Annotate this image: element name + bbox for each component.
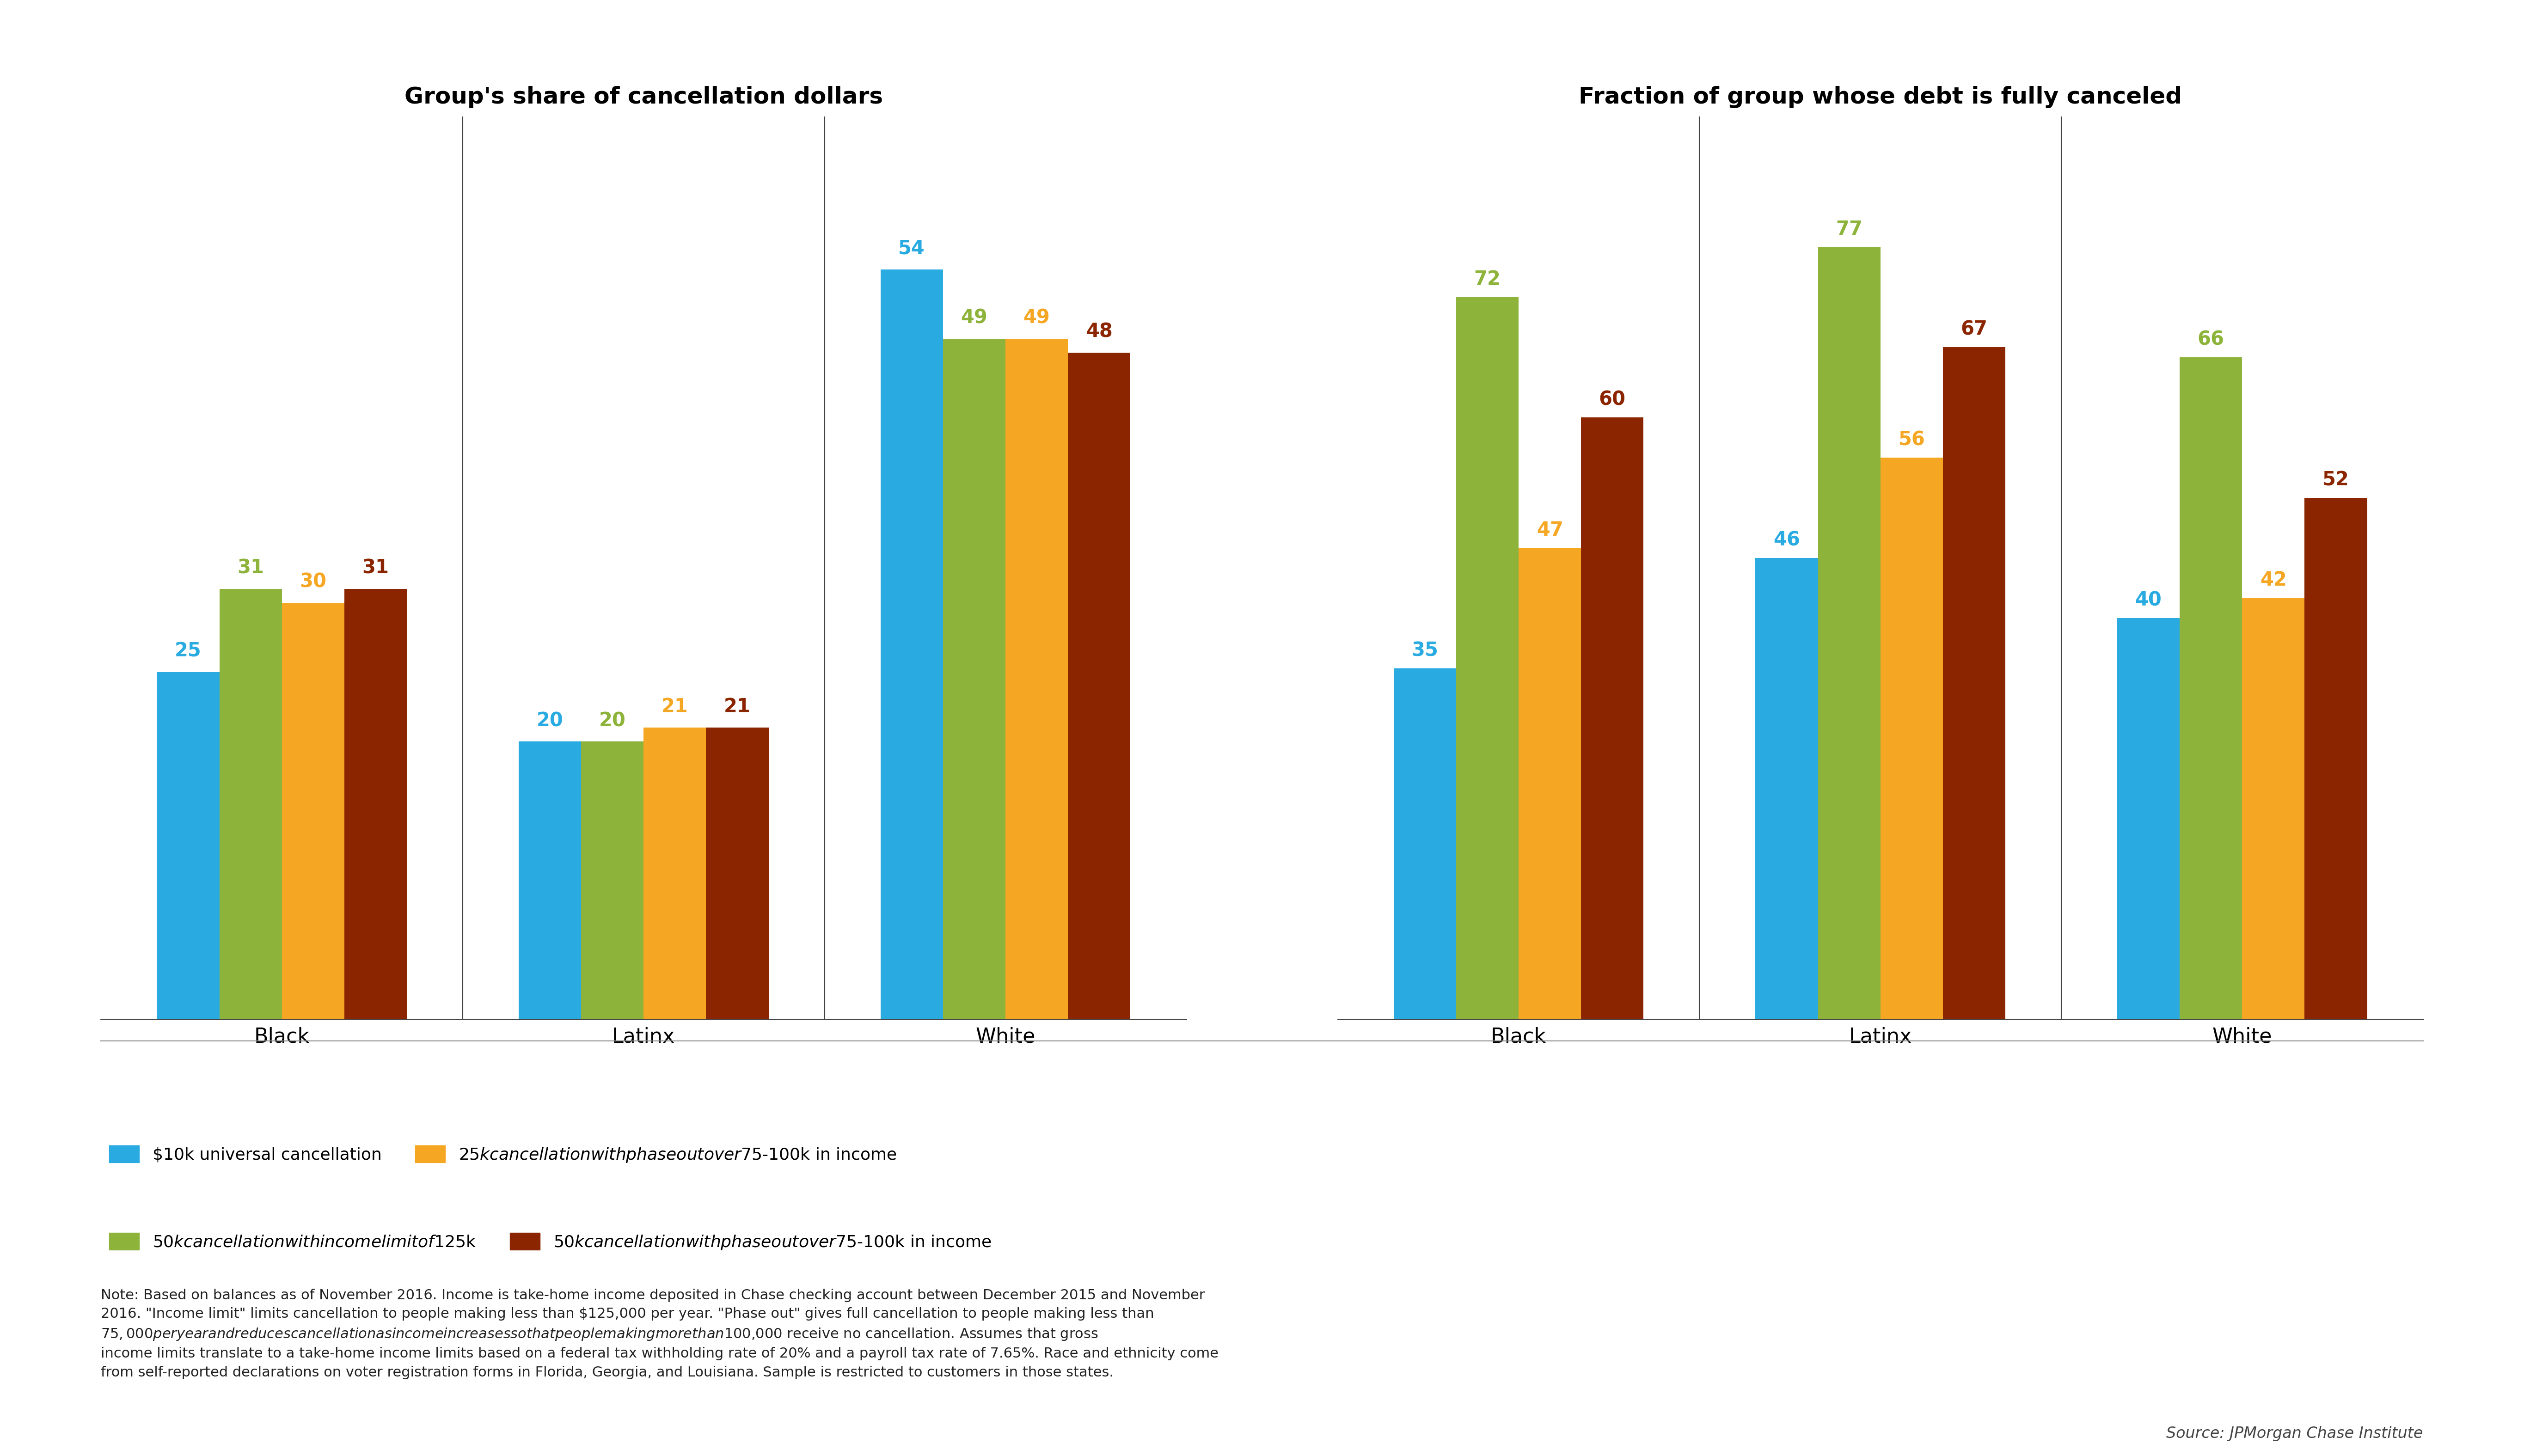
- Text: 20: 20: [538, 711, 563, 731]
- Bar: [2181, 357, 2241, 1019]
- Text: 67: 67: [1961, 320, 1986, 339]
- Bar: [1456, 297, 1519, 1019]
- Text: 40: 40: [2135, 591, 2161, 610]
- Text: 42: 42: [2259, 571, 2287, 590]
- Text: 30: 30: [300, 572, 326, 591]
- Bar: [2304, 498, 2368, 1019]
- Text: 52: 52: [2322, 470, 2350, 489]
- Text: 21: 21: [661, 697, 689, 716]
- Text: 20: 20: [598, 711, 626, 731]
- Legend: $50k cancellation with income limit of $125k, $50k cancellation with phase out o: $50k cancellation with income limit of $…: [109, 1233, 992, 1251]
- Bar: [1519, 547, 1580, 1019]
- Bar: [881, 269, 944, 1019]
- Bar: [2118, 617, 2181, 1019]
- Text: 47: 47: [1537, 520, 1562, 540]
- Bar: [343, 588, 406, 1019]
- Bar: [1817, 248, 1880, 1019]
- Text: 49: 49: [1022, 309, 1050, 328]
- Text: 31: 31: [237, 558, 265, 578]
- Text: 35: 35: [1411, 641, 1439, 660]
- Text: 25: 25: [174, 642, 202, 661]
- Bar: [283, 603, 343, 1019]
- Bar: [1943, 347, 2007, 1019]
- Text: 21: 21: [724, 697, 750, 716]
- Bar: [1005, 339, 1068, 1019]
- Text: 46: 46: [1774, 530, 1800, 550]
- Text: 49: 49: [962, 309, 987, 328]
- Bar: [1880, 457, 1943, 1019]
- Legend: $10k universal cancellation, $25k cancellation with phase out over $75-100k in i: $10k universal cancellation, $25k cancel…: [109, 1146, 896, 1163]
- Text: 56: 56: [1898, 430, 1926, 450]
- Bar: [156, 673, 220, 1019]
- Bar: [1393, 668, 1456, 1019]
- Text: 48: 48: [1085, 322, 1113, 342]
- Title: Fraction of group whose debt is fully canceled: Fraction of group whose debt is fully ca…: [1578, 86, 2183, 108]
- Bar: [517, 741, 581, 1019]
- Bar: [2241, 598, 2304, 1019]
- Bar: [220, 588, 283, 1019]
- Bar: [1754, 558, 1817, 1019]
- Text: Note: Based on balances as of November 2016. Income is take-home income deposite: Note: Based on balances as of November 2…: [101, 1289, 1219, 1379]
- Bar: [707, 728, 770, 1019]
- Bar: [581, 741, 644, 1019]
- Text: 77: 77: [1835, 220, 1863, 239]
- Bar: [1580, 418, 1643, 1019]
- Bar: [944, 339, 1005, 1019]
- Text: 72: 72: [1474, 269, 1502, 288]
- Title: Group's share of cancellation dollars: Group's share of cancellation dollars: [404, 86, 883, 108]
- Bar: [1068, 352, 1131, 1019]
- Text: 60: 60: [1598, 390, 1625, 409]
- Text: 54: 54: [899, 239, 924, 258]
- Text: 31: 31: [361, 558, 389, 578]
- Bar: [644, 728, 707, 1019]
- Text: 66: 66: [2198, 329, 2224, 349]
- Text: Source: JPMorgan Chase Institute: Source: JPMorgan Chase Institute: [2166, 1427, 2423, 1441]
